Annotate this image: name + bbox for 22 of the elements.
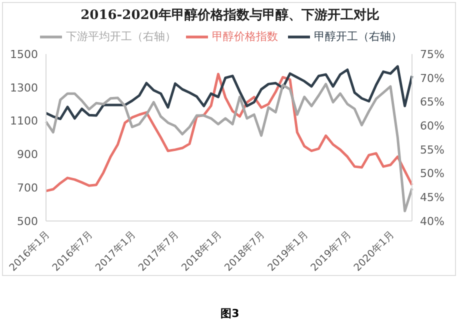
y-tick-label: 1500: [10, 48, 38, 61]
line-series: [44, 72, 414, 192]
y2-tick-label: 45%: [420, 191, 444, 204]
legend-label: 甲醇开工（右轴）: [314, 30, 402, 44]
legend-label: 下游平均开工（右轴）: [66, 30, 176, 44]
chart-title: 2016-2020年甲醇价格指数与甲醇、下游开工对比: [80, 7, 380, 24]
y2-tick-label: 75%: [420, 48, 444, 61]
caption: 图3: [220, 306, 240, 321]
y2-tick-label: 65%: [420, 96, 444, 109]
y-tick-label: 1300: [10, 81, 38, 94]
y-tick-label: 700: [17, 182, 38, 195]
y2-tick-label: 60%: [420, 119, 444, 132]
y-tick-label: 500: [17, 214, 38, 228]
line-series: [44, 65, 414, 120]
y2-tick-label: 50%: [420, 167, 444, 180]
y-tick-label: 1100: [10, 114, 38, 128]
y2-tick-label: 40%: [420, 214, 444, 228]
y-tick-label: 900: [17, 148, 38, 162]
legend-label: 甲醇价格指数: [212, 30, 278, 44]
line-series: [44, 82, 414, 212]
y2-tick-label: 55%: [420, 143, 444, 156]
y2-tick-label: 70%: [420, 72, 444, 85]
